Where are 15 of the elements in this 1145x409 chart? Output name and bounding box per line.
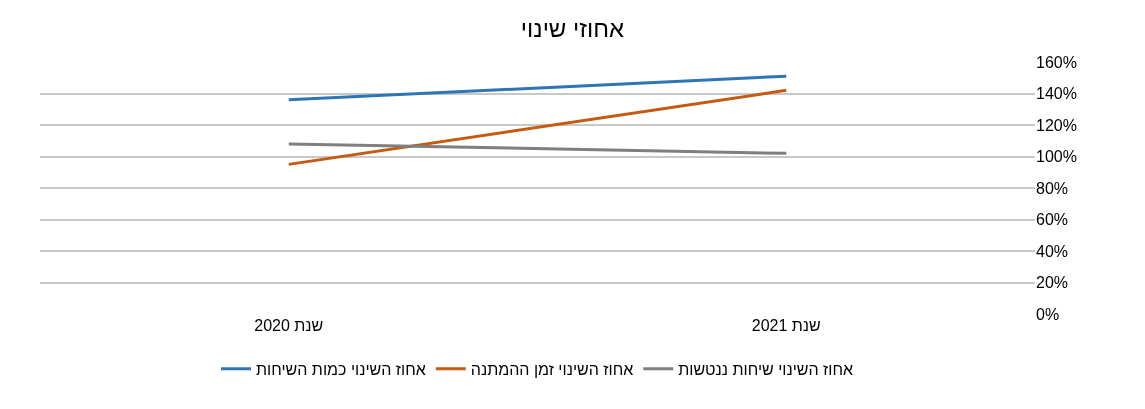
y-tick-label: 140% [1036, 85, 1077, 103]
y-tick-label: 80% [1036, 179, 1069, 197]
chart-title: אחוזי שינוי [520, 15, 625, 43]
x-tick-label: שנת 2020 [254, 317, 324, 334]
y-tick-label: 60% [1036, 211, 1069, 229]
y-tick-label: 0% [1036, 305, 1060, 323]
y-tick-label: 160% [1036, 53, 1077, 71]
y-tick-label: 40% [1036, 242, 1069, 260]
legend-label: אחוז השינוי זמן ההמתנה [470, 360, 634, 378]
legend-label: אחוז השינוי שיחות ננטשות [678, 360, 854, 378]
y-tick-label: 100% [1036, 148, 1077, 166]
x-tick-label: שנת 2021 [751, 317, 821, 334]
y-tick-label: 20% [1036, 274, 1069, 292]
legend-label: אחוז השינוי כמות השיחות [256, 360, 426, 378]
y-tick-label: 120% [1036, 116, 1077, 134]
